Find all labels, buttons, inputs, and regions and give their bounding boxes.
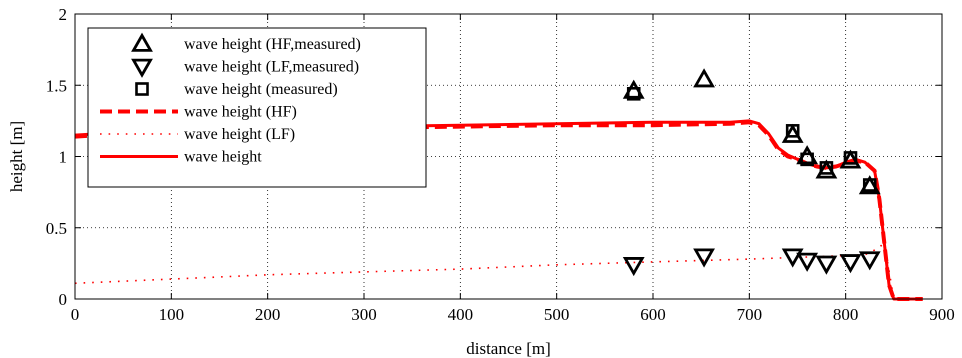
data-point-triangle-down xyxy=(858,251,881,271)
legend-label: wave height (measured) xyxy=(184,81,338,98)
series-line-dotted xyxy=(74,241,923,300)
legend-label: wave height (LF,measured) xyxy=(184,59,359,76)
x-tick-label: 900 xyxy=(929,305,955,324)
data-point-triangle-down xyxy=(622,257,645,277)
data-point-square xyxy=(843,151,858,165)
data-point-square xyxy=(800,152,814,167)
x-tick-label: 700 xyxy=(737,305,763,324)
legend: wave height (HF,measured) wave height (LF… xyxy=(87,27,427,188)
x-tick-label: 0 xyxy=(71,305,80,324)
axis-ticks: 0 100 200 300 400 500 600 700 800 900 0 0.5 1 1.5 2 xyxy=(46,5,955,324)
y-tick-label: 2 xyxy=(59,5,68,24)
legend-label: wave height (LF) xyxy=(184,126,295,143)
x-axis-label: distance [m] xyxy=(466,339,551,358)
data-point-triangle-down xyxy=(815,255,838,275)
legend-label: wave height (HF,measured) xyxy=(184,36,361,53)
x-tick-label: 300 xyxy=(351,305,377,324)
x-tick-label: 600 xyxy=(640,305,666,324)
data-point-square xyxy=(862,178,877,192)
y-tick-label: 0 xyxy=(59,290,68,309)
legend-symbol-triangle-down xyxy=(131,58,153,78)
data-point-square xyxy=(819,161,834,175)
data-point-triangle-up xyxy=(693,68,715,88)
legend-label: wave height xyxy=(184,149,262,166)
y-tick-label: 0.5 xyxy=(46,219,67,238)
data-point-square xyxy=(626,87,641,101)
x-tick-label: 400 xyxy=(448,305,474,324)
legend-symbol-triangle-up xyxy=(131,32,153,52)
data-point-triangle-down xyxy=(796,252,819,272)
y-tick-label: 1.5 xyxy=(46,76,67,95)
data-point-triangle-down xyxy=(839,254,862,274)
series-markers xyxy=(622,68,881,277)
x-tick-label: 100 xyxy=(159,305,185,324)
x-tick-label: 500 xyxy=(544,305,570,324)
data-point-square xyxy=(785,124,800,138)
legend-symbol-square xyxy=(135,82,149,96)
legend-label: wave height (HF) xyxy=(184,104,297,121)
y-tick-label: 1 xyxy=(59,148,68,167)
data-point-triangle-down xyxy=(693,248,715,268)
legend-box xyxy=(87,27,427,188)
y-axis-label: height [m] xyxy=(7,121,26,192)
data-point-triangle-down xyxy=(781,248,804,268)
x-tick-label: 800 xyxy=(833,305,859,324)
x-tick-label: 200 xyxy=(255,305,281,324)
